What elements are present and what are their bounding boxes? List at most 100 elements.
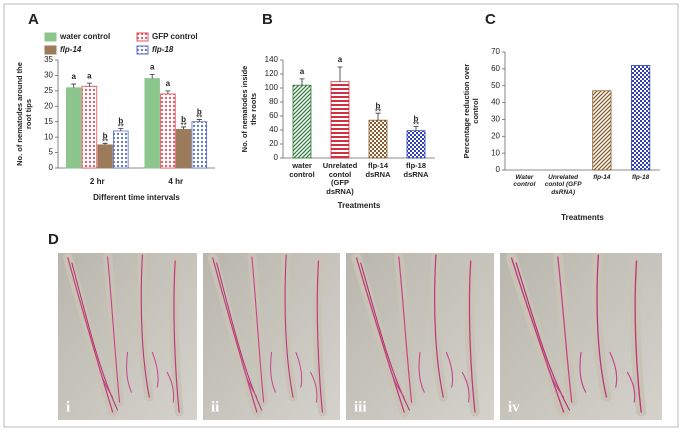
x-tick-label: flp-18 dsRNA: [403, 162, 429, 179]
bar: [175, 129, 192, 169]
y-tick-label: 100: [265, 83, 279, 92]
x-tick-label: 4 hr: [168, 177, 183, 186]
y-tick-label: 120: [265, 69, 279, 78]
significance-letter: b: [376, 101, 381, 110]
y-tick-label: 70: [491, 47, 500, 56]
significance-letter: b: [414, 115, 419, 124]
bar: [144, 78, 160, 169]
y-tick-label: 0: [274, 153, 279, 162]
y-axis-label-box: Percentage reduction over control: [463, 63, 480, 159]
error-bar: [299, 78, 305, 86]
error-bar: [149, 74, 155, 79]
photo-label: ii: [211, 399, 219, 415]
bar: [592, 90, 612, 171]
y-tick-label: 20: [269, 139, 278, 148]
significance-letter: b: [118, 117, 123, 126]
legend-label: flp-18: [152, 45, 174, 54]
significance-stars: **: [413, 121, 419, 130]
bar: [368, 119, 388, 159]
legend-swatch: [136, 32, 149, 42]
bar: [406, 130, 426, 159]
y-tick-label: 10: [44, 132, 53, 141]
panel-label: C: [485, 11, 496, 28]
x-tick-label-box: flp-18: [631, 174, 650, 181]
y-tick-label: 15: [44, 117, 53, 126]
image-panel: D i ii iii iv: [48, 231, 662, 420]
significance-letter: b: [197, 108, 202, 117]
panel-label: D: [48, 231, 59, 248]
y-tick-label: 25: [44, 86, 53, 95]
bar: [113, 130, 129, 169]
panel-label: A: [28, 11, 39, 28]
x-tick-label: 2 hr: [90, 177, 105, 186]
x-tick-label: water control: [289, 162, 315, 179]
legend-label: GFP control: [152, 32, 198, 41]
error-bar: [375, 112, 381, 121]
charts: A 0 5 10 15 20 25 30 35 No. of nematodes around t…: [16, 11, 660, 222]
error-bar: [102, 142, 108, 145]
error-bar: [86, 82, 92, 87]
y-tick-label: 40: [269, 125, 278, 134]
significance-letter: a: [150, 63, 155, 72]
significance-stars: **: [180, 121, 186, 130]
x-axis-label: Treatments: [561, 213, 604, 222]
x-axis-label: Treatments: [338, 201, 381, 210]
y-tick-label: 10: [491, 148, 500, 157]
bar: [97, 144, 113, 169]
x-tick-label: Water control: [513, 174, 536, 189]
significance-letter: a: [71, 72, 76, 81]
bar: [631, 65, 651, 171]
y-tick-label: 140: [265, 55, 279, 64]
significance-letter: a: [87, 71, 92, 80]
x-tick-label-box: Water control: [513, 174, 536, 189]
bar: [160, 93, 176, 169]
x-tick-label-box: flp-14: [593, 174, 611, 181]
y-tick-label: 60: [269, 111, 278, 120]
y-axis-label-box: No. of nematodes inside the roots: [241, 65, 258, 153]
x-tick-label: flp-18: [631, 174, 650, 181]
significance-stars: **: [102, 137, 108, 146]
x-tick-label-box: water control: [289, 162, 315, 179]
x-axis-label: Different time intervals: [93, 193, 180, 202]
legend-swatch: [44, 45, 57, 55]
y-tick-label: 50: [491, 81, 500, 90]
significance-letter: b: [181, 115, 186, 124]
x-tick-label-box: flp-18 dsRNA: [403, 162, 429, 179]
error-bar: [71, 83, 77, 88]
legend-swatch: [136, 45, 149, 55]
x-tick-label-box: Unrelated contol (GFP dsRNA): [544, 174, 582, 196]
legend-swatch: [44, 32, 57, 42]
error-bar: [181, 126, 187, 130]
significance-stars: **: [196, 114, 202, 123]
bar: [191, 121, 208, 169]
y-axis-label-box: No. of nematodes around the root tips: [16, 62, 33, 166]
y-tick-label: 30: [44, 71, 53, 80]
y-tick-label: 35: [44, 55, 53, 64]
y-axis-label: Percentage reduction over control: [463, 63, 480, 159]
significance-letter: a: [166, 79, 171, 88]
y-tick-label: 60: [491, 64, 500, 73]
y-tick-label: 5: [49, 148, 54, 157]
error-bar: [337, 66, 343, 82]
significance-letter: b: [103, 131, 108, 140]
photo-label: i: [66, 399, 70, 415]
y-tick-label: 80: [269, 97, 278, 106]
error-bar: [165, 90, 171, 94]
y-tick-label: 0: [49, 163, 54, 172]
photo-label: iv: [508, 399, 520, 415]
error-bar: [118, 128, 124, 131]
significance-letter: a: [338, 55, 343, 64]
legend-label: water control: [59, 32, 110, 41]
y-axis-label: No. of nematodes around the root tips: [16, 62, 33, 166]
x-tick-label: Unrelated contol (GFP dsRNA): [322, 162, 358, 196]
y-axis-label: No. of nematodes inside the roots: [241, 65, 258, 153]
x-tick-label: flp-14: [593, 174, 611, 181]
x-tick-label: Unrelated contol (GFP dsRNA): [544, 174, 582, 196]
legend-label: flp-14: [60, 45, 82, 54]
photo-label: iii: [354, 399, 367, 415]
bar: [292, 84, 312, 159]
significance-stars: **: [375, 107, 381, 116]
x-tick-label-box: Unrelated contol (GFP dsRNA): [322, 162, 358, 196]
bar: [81, 85, 98, 169]
